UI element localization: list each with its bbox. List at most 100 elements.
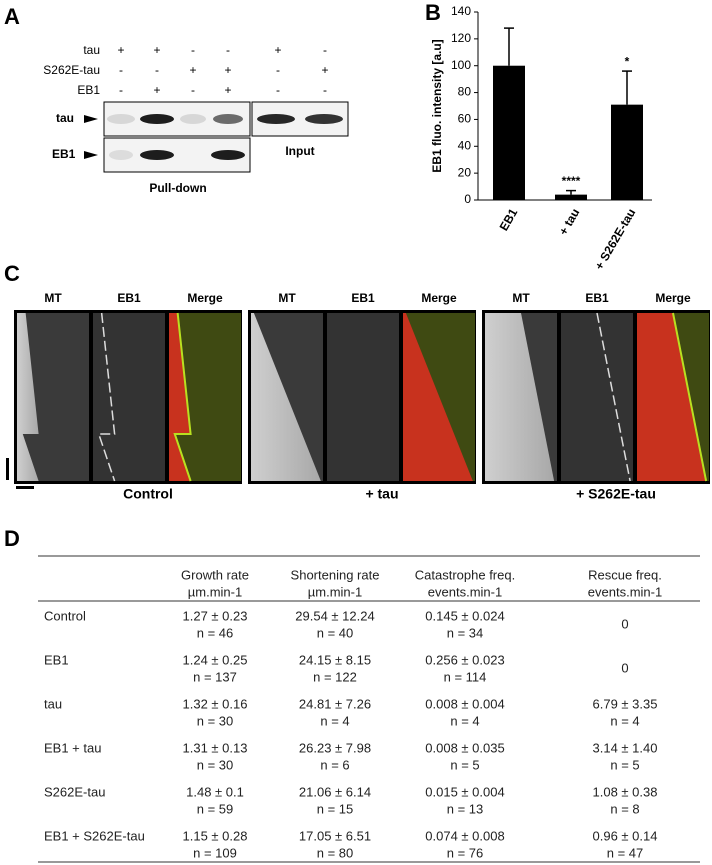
table-cell: n = 8: [610, 801, 639, 816]
table-cell: 1.08 ± 0.38: [593, 784, 658, 799]
table-cell: 3.14 ± 1.40: [593, 740, 658, 755]
table-cell: 0.008 ± 0.004: [425, 696, 504, 711]
row-label: S262E-tau: [44, 784, 105, 799]
table-cell: n = 40: [317, 625, 354, 640]
condition-mark: -: [155, 63, 159, 77]
table-cell: n = 4: [610, 713, 639, 728]
table-header: events.min-1: [428, 584, 502, 599]
channel-label: Merge: [187, 291, 223, 305]
table-header: µm.min-1: [188, 584, 242, 599]
condition-label: S262E-tau: [43, 63, 100, 77]
table-header: µm.min-1: [308, 584, 362, 599]
annotation: ****: [562, 174, 581, 188]
panel-label: D: [4, 526, 20, 551]
channel-label: MT: [278, 291, 296, 305]
condition-label: tau: [83, 43, 100, 57]
kymo-merge: [403, 313, 473, 481]
condition-mark: -: [119, 63, 123, 77]
y-axis-label: EB1 fluo. intensity [a.u]: [430, 39, 444, 172]
condition-caption: + S262E-tau: [576, 486, 656, 502]
table-cell: 17.05 ± 6.51: [299, 828, 371, 843]
channel-label: EB1: [117, 291, 141, 305]
condition-mark: -: [276, 63, 280, 77]
row-label: EB1: [44, 652, 69, 667]
kymo-merge: [637, 313, 707, 481]
panel-label: A: [4, 4, 20, 29]
condition-mark: -: [191, 83, 195, 97]
table-cell: n = 80: [317, 845, 354, 860]
input-label: Input: [285, 144, 314, 158]
table-cell: n = 5: [450, 757, 479, 772]
bar: [611, 104, 643, 200]
table-cell: 24.81 ± 7.26: [299, 696, 371, 711]
condition-mark: +: [189, 63, 196, 77]
table-cell: n = 46: [197, 625, 234, 640]
table-header: Growth rate: [181, 567, 249, 582]
condition-mark: +: [153, 83, 160, 97]
bar: [493, 65, 525, 200]
x-tick-label: EB1: [497, 206, 521, 233]
table-header: Shortening rate: [291, 567, 380, 582]
condition-mark: +: [274, 43, 281, 57]
panel-label: C: [4, 261, 20, 286]
table-cell: 1.31 ± 0.13: [183, 740, 248, 755]
blot-band: [213, 114, 243, 124]
condition-mark: +: [153, 43, 160, 57]
table-cell: 1.15 ± 0.28: [183, 828, 248, 843]
y-tick-label: 140: [451, 4, 471, 18]
condition-mark: +: [224, 83, 231, 97]
kymo-mt: [485, 313, 555, 481]
table-cell: n = 30: [197, 757, 234, 772]
table-cell: n = 137: [193, 669, 237, 684]
y-tick-label: 80: [458, 85, 472, 99]
channel-label: MT: [44, 291, 62, 305]
table-cell: 1.32 ± 0.16: [183, 696, 248, 711]
band-label: tau: [56, 111, 74, 125]
blot-band: [211, 150, 245, 160]
table-cell: 0.145 ± 0.024: [425, 608, 504, 623]
condition-mark: -: [226, 43, 230, 57]
table-cell: 0: [621, 660, 628, 675]
x-tick-label: + tau: [556, 206, 582, 238]
kymo-mt: [251, 313, 321, 481]
condition-mark: -: [119, 83, 123, 97]
table-cell: n = 6: [320, 757, 349, 772]
row-label: Control: [44, 608, 86, 623]
condition-mark: +: [117, 43, 124, 57]
table-cell: n = 76: [447, 845, 484, 860]
row-label: tau: [44, 696, 62, 711]
blot-band: [180, 114, 206, 124]
table-cell: n = 34: [447, 625, 484, 640]
condition-label: EB1: [77, 83, 100, 97]
condition-mark: -: [191, 43, 195, 57]
arrowhead: [84, 151, 98, 159]
table-cell: n = 4: [320, 713, 349, 728]
table-header: events.min-1: [588, 584, 662, 599]
table-cell: 21.06 ± 6.14: [299, 784, 371, 799]
table-cell: 1.27 ± 0.23: [183, 608, 248, 623]
table-cell: n = 59: [197, 801, 234, 816]
condition-caption: Control: [123, 486, 173, 502]
table-header: Rescue freq.: [588, 567, 662, 582]
condition-mark: +: [224, 63, 231, 77]
kymo-merge-eb1: [173, 312, 192, 482]
band-label: EB1: [52, 147, 76, 161]
condition-mark: -: [323, 83, 327, 97]
table-cell: n = 114: [444, 669, 487, 684]
table-cell: n = 47: [607, 845, 644, 860]
channel-label: EB1: [585, 291, 609, 305]
table-cell: 26.23 ± 7.98: [299, 740, 371, 755]
kymo-mt: [17, 313, 39, 481]
channel-label: EB1: [351, 291, 375, 305]
table-cell: n = 30: [197, 713, 234, 728]
kymo-bg: [561, 313, 633, 481]
y-tick-label: 20: [458, 165, 472, 179]
y-tick-label: 100: [451, 58, 471, 72]
table-cell: 6.79 ± 3.35: [593, 696, 658, 711]
table-cell: 24.15 ± 8.15: [299, 652, 371, 667]
table-cell: n = 4: [450, 713, 479, 728]
blot-band: [140, 114, 174, 124]
arrowhead: [84, 115, 98, 123]
y-tick-label: 0: [464, 192, 471, 206]
table-cell: 1.24 ± 0.25: [183, 652, 248, 667]
